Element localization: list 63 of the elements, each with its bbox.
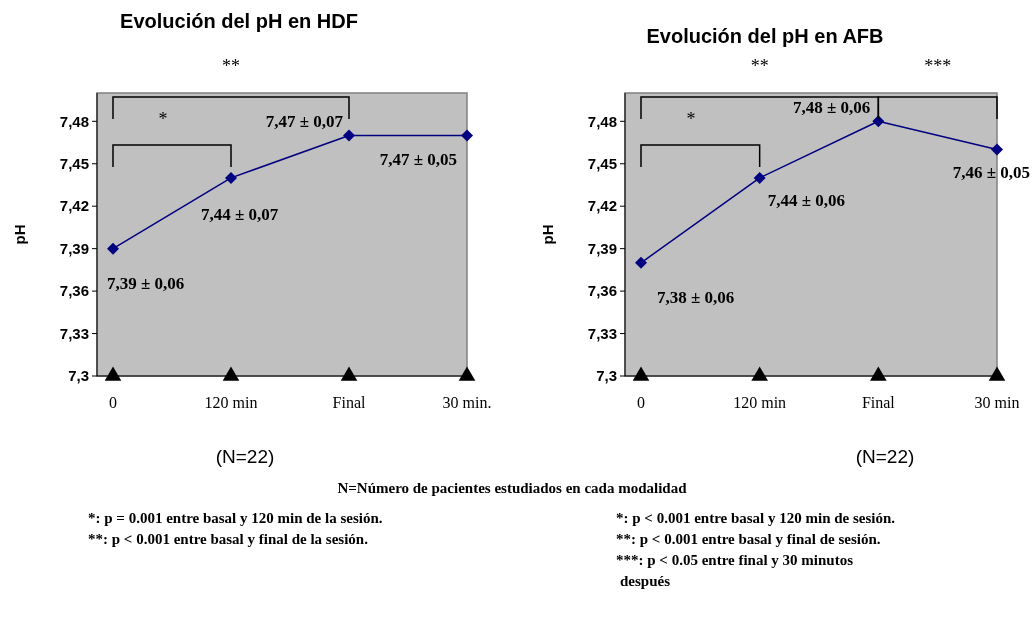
point <box>872 115 885 128</box>
text: *** <box>924 56 952 76</box>
annotation: * <box>158 109 168 129</box>
data-label: 7,47 ± 0,05 <box>379 150 457 170</box>
text: *: p = 0.001 entre basal y 120 min de la sesión. <box>88 510 383 526</box>
data-label: 7,47 ± 0,07 <box>265 112 344 132</box>
x-tick-label: 30 min <box>974 394 1020 411</box>
x-tick-label: 120 min <box>204 394 258 411</box>
y-tick-label: 7,48 <box>59 112 89 130</box>
point <box>751 366 768 381</box>
text: ***: p < 0.05 entre final y 30 minutos después <box>616 552 854 589</box>
y-tick-label: 7,39 <box>587 239 617 257</box>
y-tick-label: 7,33 <box>587 324 617 342</box>
annotation: * <box>686 109 696 129</box>
data-label: 7,48 ± 0,06 <box>792 98 871 118</box>
y-tick-label: 7,36 <box>587 282 617 300</box>
y-axis-title: pH <box>11 224 28 245</box>
text: N=Número de pacientes estudiados en cada modalidad <box>337 480 688 496</box>
y-tick-label: 7,3 <box>68 367 89 385</box>
text: ** <box>750 56 769 76</box>
y-axis-title: pH <box>539 224 556 245</box>
text: ** <box>222 56 240 76</box>
chart-title: Evolución del pH en AFB <box>646 25 884 47</box>
x-tick-label: 120 min <box>733 394 787 411</box>
data-label: 7,39 ± 0,06 <box>107 273 185 293</box>
y-tick-label: 7,42 <box>587 197 617 215</box>
x-tick-label: Final <box>861 394 896 411</box>
point <box>222 366 240 381</box>
text: **: p < 0.001 entre basal y final de la sesión. <box>88 531 369 547</box>
point <box>104 366 122 381</box>
point <box>225 171 237 184</box>
text: *: p < 0.001 entre basal y 120 min de sesión. <box>616 510 896 526</box>
y-tick-label: 7,45 <box>59 155 89 172</box>
x-tick-label: 0 <box>637 394 645 411</box>
point <box>635 256 647 269</box>
data-label: 7,44 ± 0,07 <box>201 204 279 224</box>
x-tick-label: Final <box>332 394 366 411</box>
point <box>340 366 358 381</box>
y-tick-label: 7,33 <box>59 324 89 342</box>
point <box>988 366 1006 381</box>
text: (N=22) <box>855 446 915 467</box>
y-tick-label: 7,48 <box>587 112 617 130</box>
y-tick-label: 7,42 <box>59 197 89 215</box>
point <box>991 143 1003 156</box>
point <box>632 366 650 381</box>
data-label: 7,44 ± 0,06 <box>767 190 846 210</box>
text: **: p < 0.001 entre basal y final de sesión. <box>616 531 881 547</box>
y-tick-label: 7,39 <box>59 239 89 257</box>
x-tick-label: 30 min. <box>442 394 492 411</box>
x-tick-label: 0 <box>109 394 117 411</box>
point <box>458 366 476 381</box>
point <box>461 129 473 142</box>
point <box>343 129 355 142</box>
point <box>753 171 766 184</box>
data-label: 7,46 ± 0,05 <box>952 162 1030 182</box>
text: (N=22) <box>215 446 275 467</box>
point <box>870 366 887 381</box>
chart-title: Evolución del pH en HDF <box>120 10 358 32</box>
data-label: 7,38 ± 0,06 <box>657 287 735 307</box>
y-tick-label: 7,3 <box>596 367 617 385</box>
point <box>107 242 119 255</box>
y-tick-label: 7,36 <box>59 282 89 300</box>
y-tick-label: 7,45 <box>587 155 617 172</box>
